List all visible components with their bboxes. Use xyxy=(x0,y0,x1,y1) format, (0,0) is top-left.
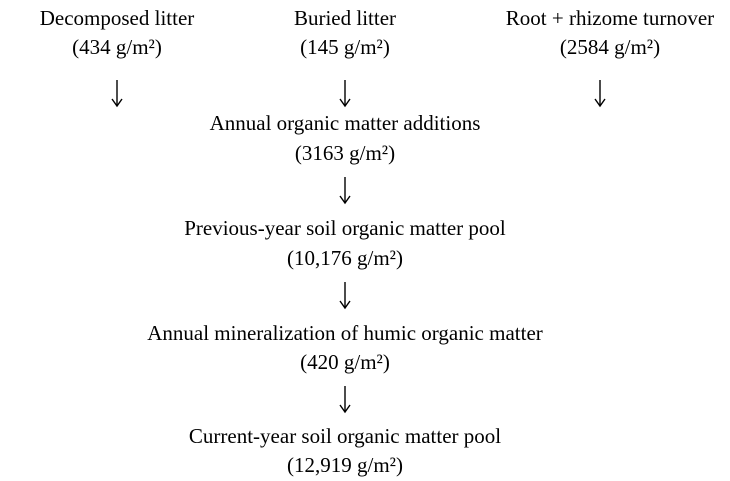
node-label: Root + rhizome turnover xyxy=(506,6,714,30)
node-value: (434 g/m²) xyxy=(72,35,162,59)
node-value: (12,919 g/m²) xyxy=(287,453,403,477)
node-value: (3163 g/m²) xyxy=(295,141,395,165)
node-label: Buried litter xyxy=(294,6,396,30)
node-label: Current-year soil organic matter pool xyxy=(189,424,501,448)
arrow xyxy=(339,177,351,205)
node-value: (145 g/m²) xyxy=(300,35,390,59)
node-label: Annual mineralization of humic organic m… xyxy=(147,321,543,345)
node-label: Decomposed litter xyxy=(40,6,195,30)
node-label: Previous-year soil organic matter pool xyxy=(184,216,506,240)
arrow xyxy=(111,80,123,108)
arrow xyxy=(339,386,351,414)
node-label: Annual organic matter additions xyxy=(210,111,481,135)
arrow xyxy=(339,282,351,310)
node-value: (10,176 g/m²) xyxy=(287,246,403,270)
node-value: (2584 g/m²) xyxy=(560,35,660,59)
arrow xyxy=(339,80,351,108)
arrow xyxy=(594,80,606,108)
node-value: (420 g/m²) xyxy=(300,350,390,374)
